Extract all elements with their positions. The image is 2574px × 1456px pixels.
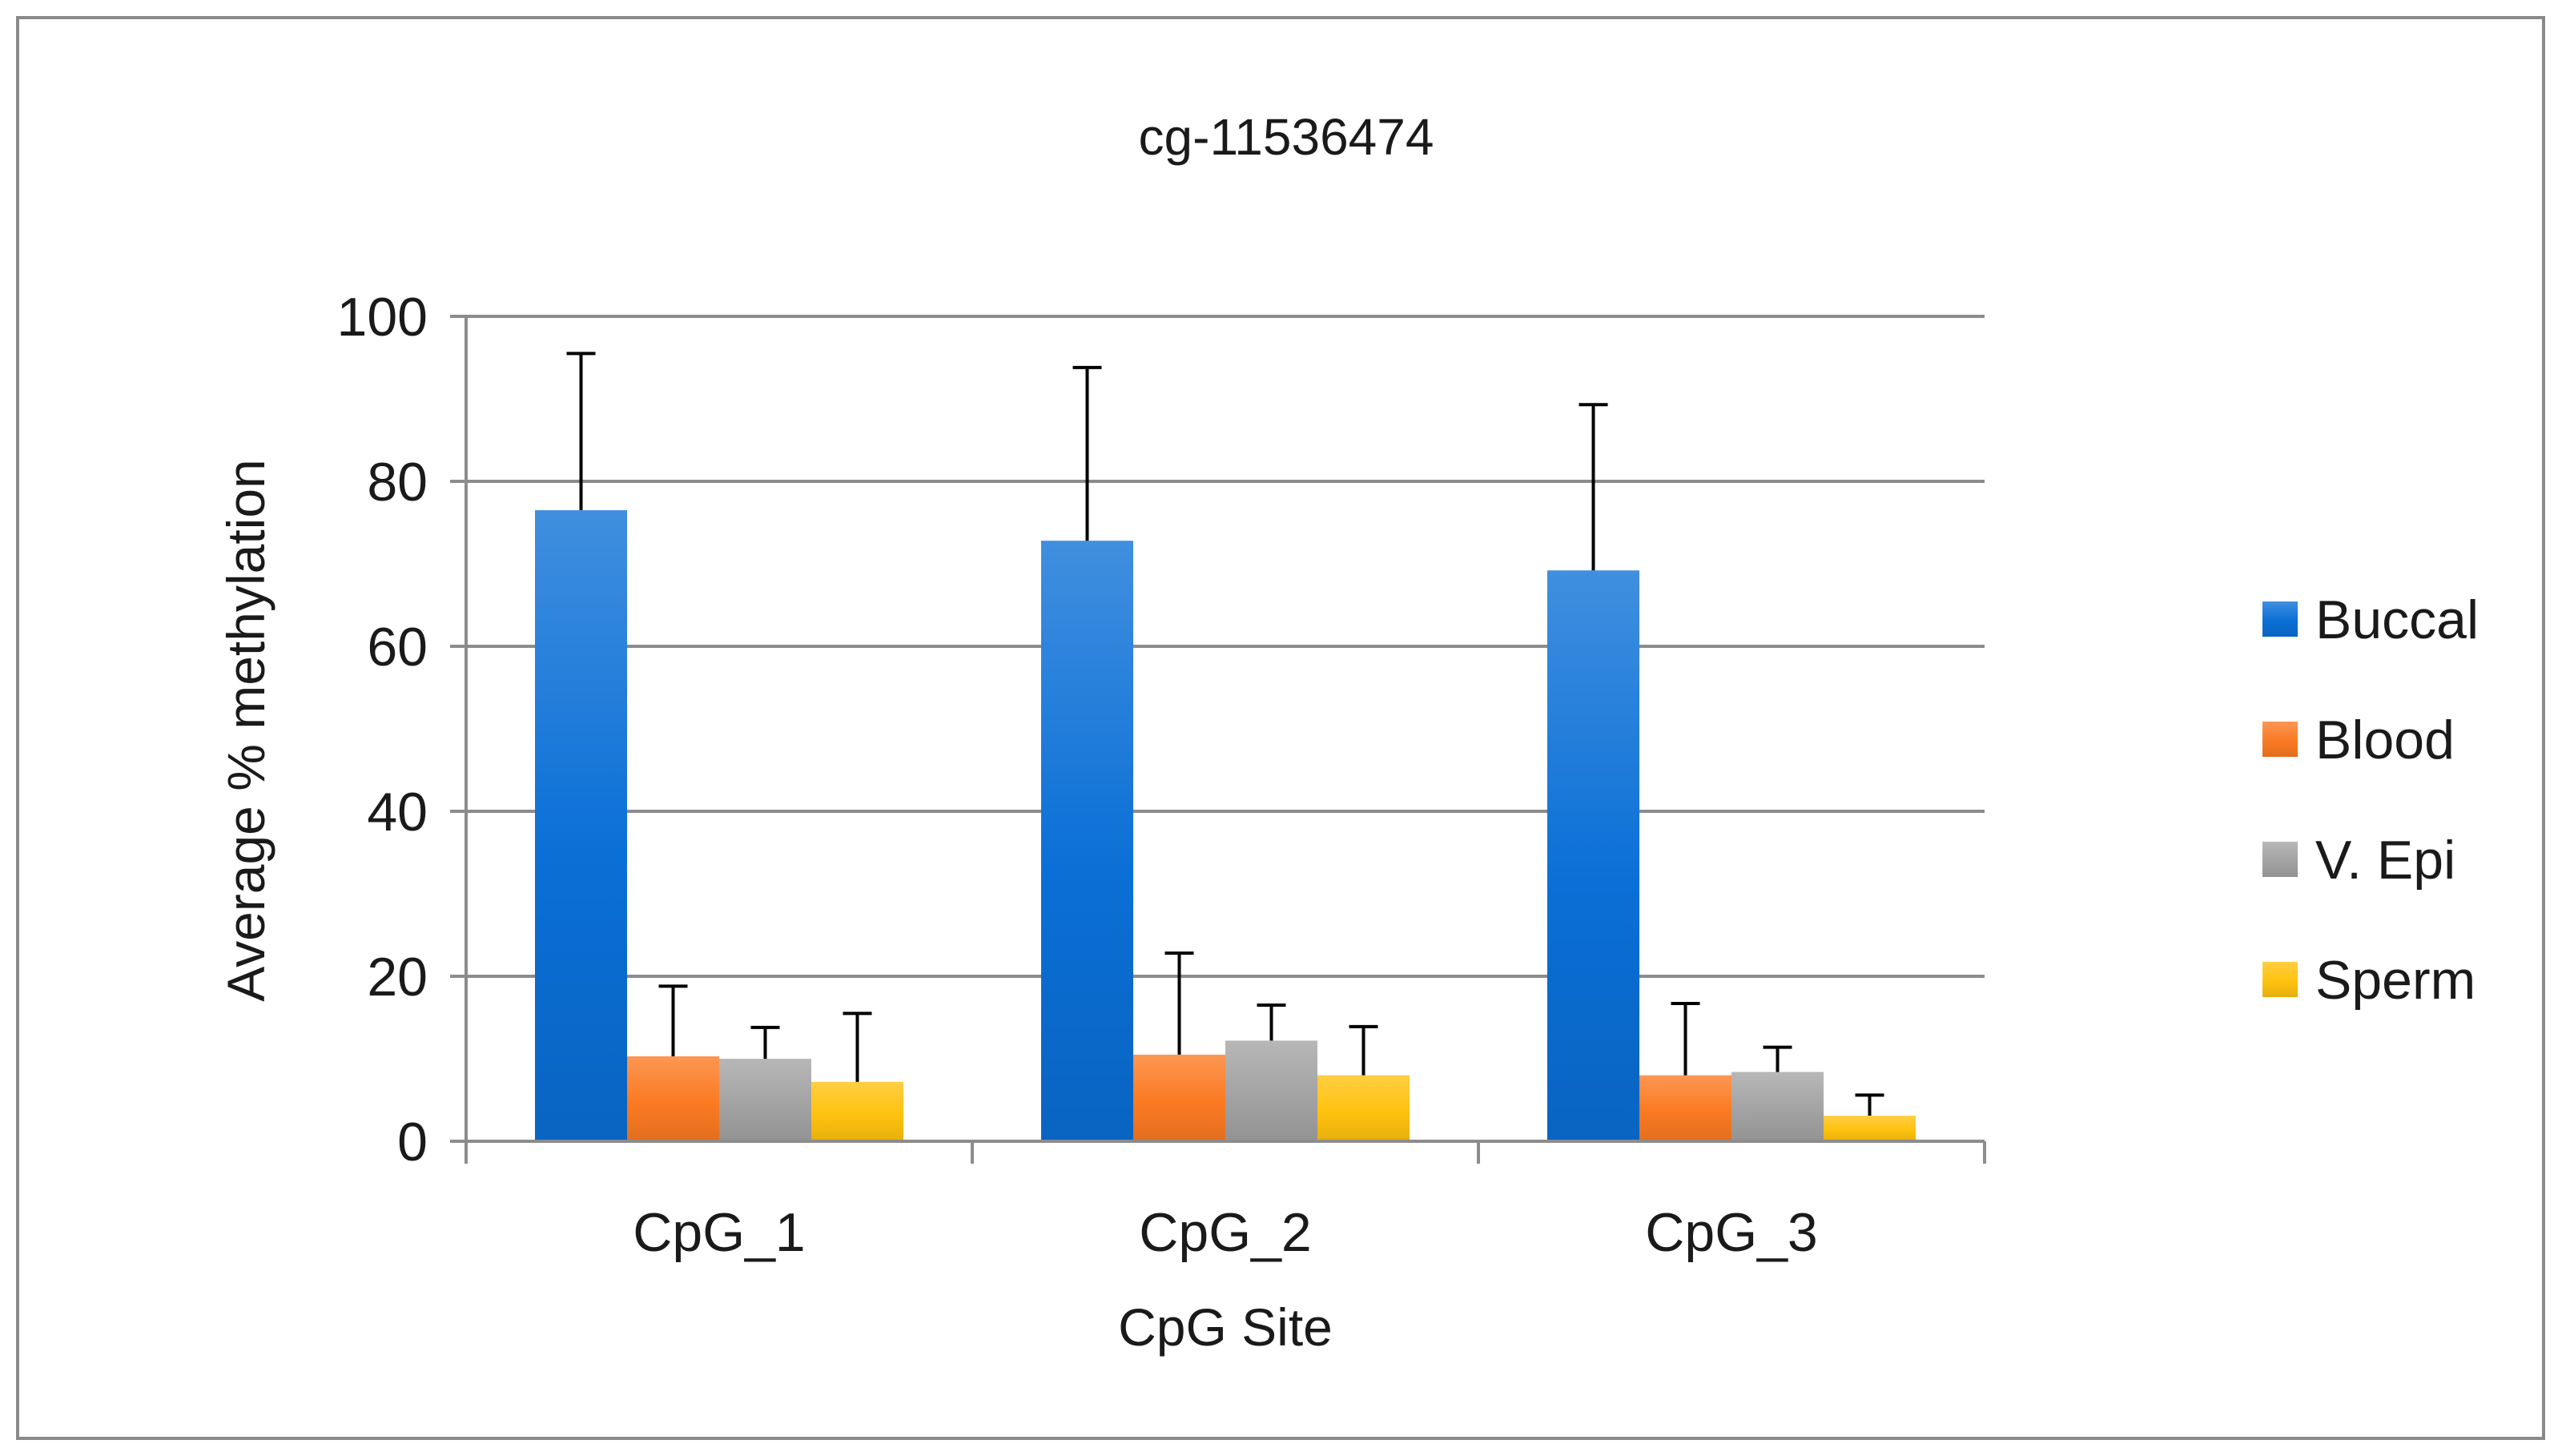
chart-frame (16, 16, 2545, 1440)
legend-swatch (2262, 842, 2298, 877)
y-tick-label: 20 (367, 947, 428, 1008)
y-tick-label: 80 (367, 452, 428, 513)
gridlines (450, 315, 1985, 1143)
legend-label: Blood (2315, 710, 2455, 770)
bar-blood-cpg-2 (1133, 1054, 1225, 1141)
axes (465, 316, 1986, 1164)
x-tick-label: CpG_1 (633, 1202, 805, 1263)
bars (535, 510, 1916, 1141)
bar-sperm-cpg-1 (811, 1081, 903, 1141)
chart-title: cg-11536474 (1139, 108, 1434, 166)
x-tick-labels: CpG_1 CpG_2 CpG_3 (633, 1202, 1817, 1263)
legend: Buccal Blood V. Epi Sperm (2262, 589, 2479, 1011)
bar-sperm-cpg-2 (1317, 1075, 1410, 1141)
y-axis-label: Average % methylation (216, 459, 275, 1002)
bar-buccal-cpg-1 (535, 510, 627, 1141)
x-tick-label: CpG_2 (1139, 1202, 1311, 1263)
legend-label: V. Epi (2315, 830, 2455, 891)
bar-v-epi-cpg-2 (1225, 1040, 1317, 1141)
bar-blood-cpg-3 (1639, 1075, 1731, 1141)
legend-swatch (2262, 722, 2298, 757)
bar-blood-cpg-1 (627, 1056, 719, 1141)
bar-v-epi-cpg-1 (719, 1059, 811, 1141)
error-bars (566, 352, 1884, 1116)
bar-buccal-cpg-3 (1547, 570, 1639, 1141)
bar-buccal-cpg-2 (1041, 541, 1133, 1141)
legend-swatch (2262, 962, 2298, 997)
legend-swatch (2262, 601, 2298, 637)
y-tick-label: 100 (337, 287, 428, 348)
x-axis-label: CpG Site (1118, 1297, 1333, 1357)
y-tick-labels: 0 20 40 60 80 100 (337, 287, 428, 1172)
x-tick-label: CpG_3 (1645, 1202, 1817, 1263)
y-tick-label: 0 (397, 1112, 428, 1172)
legend-label: Sperm (2315, 950, 2475, 1011)
y-tick-label: 60 (367, 617, 428, 678)
y-tick-label: 40 (367, 782, 428, 843)
bar-v-epi-cpg-3 (1731, 1072, 1824, 1141)
bar-sperm-cpg-3 (1824, 1116, 1916, 1141)
legend-label: Buccal (2315, 589, 2479, 650)
